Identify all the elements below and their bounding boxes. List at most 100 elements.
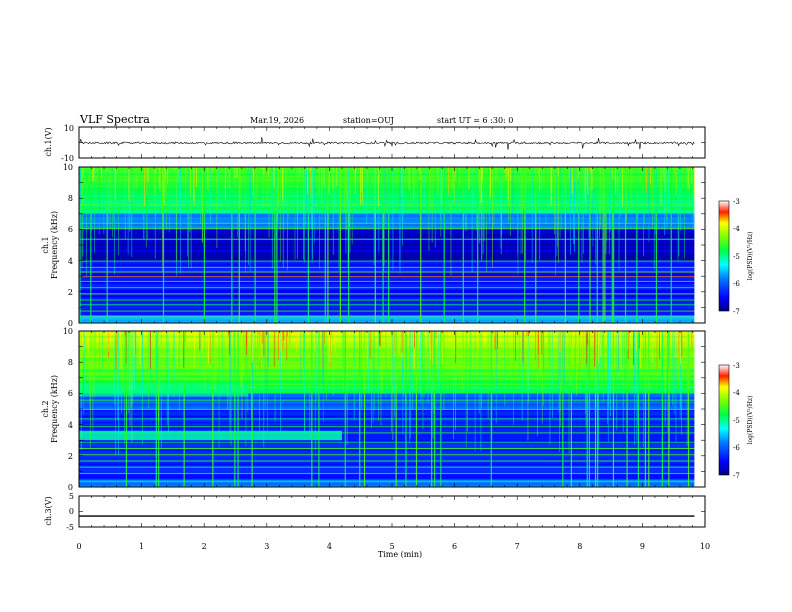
sferic-streak [201, 167, 203, 242]
sferic-streak [582, 167, 584, 254]
sferic-streak [369, 167, 371, 201]
xtick-label-10: 10 [700, 542, 710, 551]
sferic-streak [384, 167, 385, 206]
sferic-streak [462, 331, 464, 393]
hf-noise-streak [639, 331, 641, 346]
hf-noise-streak [193, 167, 195, 205]
hf-noise-streak [332, 167, 334, 189]
hf-noise-streak [120, 331, 122, 370]
hf-noise-streak [401, 331, 402, 341]
sferic-streak [332, 167, 334, 256]
hf-noise-streak [329, 331, 331, 368]
sferic-streak [324, 167, 326, 323]
sferic-streak [598, 331, 599, 451]
sferic-streak [280, 331, 281, 434]
spectrogram-band [79, 233, 695, 236]
spectrogram-band [79, 229, 695, 232]
sferic-streak [592, 167, 594, 247]
sferic-streak [563, 331, 565, 386]
sferic-streak [314, 167, 316, 244]
hf-noise-streak [249, 167, 251, 169]
hf-noise-streak [494, 331, 496, 349]
hf-noise-streak [510, 167, 512, 181]
hf-noise-streak [687, 167, 689, 190]
sferic-streak [158, 331, 160, 422]
sferic-streak [469, 331, 471, 390]
sferic-streak [525, 167, 526, 261]
sferic-streak [624, 167, 627, 323]
narrowband-line [79, 466, 695, 468]
hf-noise-streak [303, 331, 305, 369]
sferic-streak [611, 167, 613, 323]
sferic-streak [106, 167, 108, 323]
sferic-streak [251, 331, 253, 408]
hf-noise-streak [482, 167, 483, 181]
ch3-waveform-ylabel: ch.3(V) [44, 496, 53, 525]
sferic-streak [238, 167, 240, 323]
sferic-streak [625, 331, 627, 394]
sferic-streak [363, 331, 366, 487]
ch3-ytick-mid: 0 [69, 507, 74, 516]
spectrogram-band [79, 349, 695, 352]
sferic-streak [234, 331, 236, 487]
hf-noise-streak [259, 331, 261, 370]
sferic-streak [672, 331, 673, 406]
hf-noise-streak [586, 331, 588, 334]
sferic-streak [373, 331, 375, 411]
hf-noise-streak [301, 331, 303, 356]
sferic-streak [568, 331, 570, 454]
hf-noise-streak [82, 331, 84, 353]
ch1-waveform-ticks [78, 126, 706, 159]
sferic-streak [134, 331, 135, 393]
sferic-streak [251, 331, 252, 418]
sferic-streak [422, 331, 424, 429]
sferic-streak [402, 331, 404, 435]
hf-noise-streak [287, 331, 288, 337]
hf-noise-streak [359, 331, 361, 342]
hf-noise-streak [366, 167, 367, 180]
sferic-streak [410, 167, 411, 208]
hf-noise-streak [214, 167, 216, 171]
spectrogram-band [79, 467, 695, 470]
sferic-streak [501, 167, 502, 235]
sferic-streak [491, 331, 493, 441]
hf-noise-streak [435, 331, 437, 339]
sferic-streak [143, 167, 145, 240]
sferic-streak [438, 331, 439, 391]
sferic-streak [668, 331, 670, 487]
hf-noise-streak [193, 167, 194, 201]
narrowband-line [79, 223, 695, 225]
spectrogram-band [79, 237, 695, 240]
hf-noise-streak [627, 331, 629, 359]
hf-noise-streak [163, 167, 165, 205]
hf-noise-streak [155, 167, 157, 174]
sferic-streak [648, 167, 650, 243]
sferic-streak [218, 331, 220, 448]
sferic-streak [655, 167, 658, 323]
hf-noise-streak [627, 331, 629, 350]
sferic-streak [431, 331, 433, 487]
ch2-colorbar-tick-m4: -4 [733, 389, 740, 397]
sferic-streak [597, 331, 599, 487]
sferic-streak [274, 167, 276, 323]
ch2-colorbar-gradient [718, 364, 730, 476]
hf-noise-streak [164, 167, 166, 178]
hf-noise-streak [286, 331, 288, 361]
hf-noise-streak [654, 331, 656, 347]
hf-noise-streak [273, 167, 275, 188]
hf-noise-streak [154, 167, 156, 195]
sferic-streak [128, 331, 130, 391]
hf-noise-streak [199, 331, 201, 351]
sferic-streak [442, 167, 444, 208]
hf-noise-streak [274, 167, 276, 171]
sferic-streak [444, 167, 446, 203]
hf-noise-streak [678, 331, 679, 360]
spectrogram-band [79, 251, 695, 254]
hf-noise-streak [414, 331, 415, 348]
spectrogram-band [79, 213, 695, 216]
ch1-freq-tick-6: 6 [68, 225, 73, 234]
sferic-streak [259, 331, 260, 432]
hf-noise-streak [586, 167, 588, 190]
sferic-streak [608, 167, 610, 255]
hf-noise-streak [490, 167, 492, 198]
